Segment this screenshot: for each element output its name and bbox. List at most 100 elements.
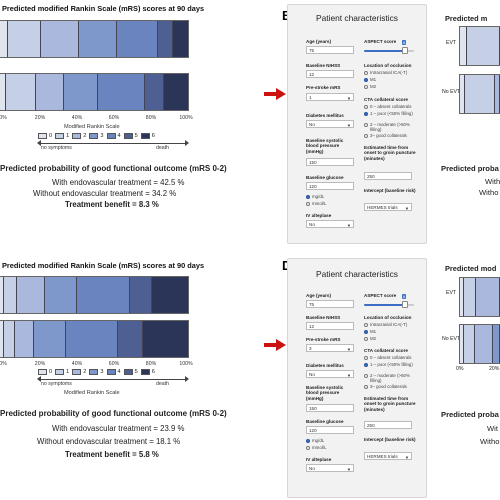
legend-label: 4 bbox=[117, 369, 121, 375]
cta-opt-1[interactable]: 1 – poor (<50% filling) bbox=[364, 362, 414, 367]
legend-swatch bbox=[106, 133, 116, 139]
radio-label: 0 – absent collaterals bbox=[370, 355, 412, 360]
radio-dot bbox=[364, 329, 368, 334]
intercept-select[interactable]: HERMES trials ▼ bbox=[364, 452, 412, 460]
mrs-bar-no-evt bbox=[459, 74, 500, 114]
age-input[interactable]: 75 bbox=[306, 300, 354, 308]
occlusion-ica[interactable]: Intracranial ICA(-T) bbox=[364, 70, 407, 75]
sbp-input[interactable]: 150 bbox=[306, 158, 354, 166]
age-input[interactable]: 75 bbox=[306, 46, 354, 54]
no-evt-label: No EVT bbox=[442, 336, 461, 342]
nihss-label: Baseline NIHSS bbox=[306, 63, 341, 68]
treatment-benefit-text: Treatment benefit = 8.3 % bbox=[65, 200, 159, 209]
slider-handle[interactable] bbox=[402, 47, 408, 54]
aspect-slider[interactable]: 8 bbox=[364, 40, 414, 55]
cta-opt-1[interactable]: 1 – poor (<50% filling) bbox=[364, 111, 414, 116]
without-evt-text: Without endovascular treatment = 34.2 % bbox=[33, 189, 177, 198]
nihss-input[interactable]: 12 bbox=[306, 70, 354, 78]
tick-label: 20% bbox=[34, 361, 46, 367]
aspect-label: ASPECT score bbox=[364, 39, 397, 44]
radio-label: M1 bbox=[370, 77, 377, 82]
legend-swatch bbox=[89, 369, 99, 375]
nihss-label: Baseline NIHSS bbox=[306, 315, 341, 320]
legend-swatch bbox=[38, 369, 47, 375]
cta-opt-0[interactable]: 0 – absent collaterals bbox=[364, 104, 412, 109]
tick-label: 40% bbox=[71, 115, 83, 121]
mrs-segment-0 bbox=[460, 325, 464, 363]
patient-characteristics-panel-d: Patient characteristics Age (years) 75 B… bbox=[287, 258, 427, 498]
glucose-unit-mmol[interactable]: mmol/L bbox=[306, 445, 326, 450]
radio-dot bbox=[364, 122, 368, 127]
mrs-chart-title: Predicted m bbox=[445, 14, 488, 23]
death-label: death bbox=[156, 145, 169, 151]
select-value: HERMES trials bbox=[367, 205, 398, 210]
glucose-input[interactable]: 120 bbox=[306, 426, 354, 434]
radio-dot bbox=[364, 77, 368, 82]
glucose-input[interactable]: 120 bbox=[306, 182, 354, 190]
mrs-segment-1 bbox=[465, 75, 495, 113]
prestroke-mrs-select[interactable]: 3 ▼ bbox=[306, 344, 354, 352]
time-input[interactable]: 250 bbox=[364, 421, 412, 429]
glucose-unit-mgdl[interactable]: mg/dL bbox=[306, 194, 324, 199]
legend-item: 4 bbox=[106, 133, 121, 139]
with-evt-text: With endovascular treatment = 23.9 % bbox=[52, 424, 185, 433]
radio-label: Intracranial ICA(-T) bbox=[370, 70, 408, 75]
sbp-label: Baseline systolic blood pressure (mmHg) bbox=[306, 138, 344, 154]
mrs-segment-5 bbox=[157, 21, 173, 57]
diabetes-select[interactable]: No ▼ bbox=[306, 120, 354, 128]
slider-handle[interactable] bbox=[402, 301, 408, 308]
legend-item: 3 bbox=[89, 369, 104, 375]
age-label: Age (years) bbox=[306, 39, 332, 44]
chevron-down-icon: ▼ bbox=[346, 96, 351, 101]
legend-item: 6 bbox=[140, 133, 155, 139]
radio-dot bbox=[364, 336, 368, 341]
mrs-segment-6 bbox=[172, 21, 188, 57]
legend-swatch bbox=[38, 133, 47, 139]
mrs-segment-2 bbox=[35, 74, 64, 110]
cta-opt-2[interactable]: 2 – moderate (>50% filling) bbox=[364, 373, 414, 383]
chevron-down-icon: ▼ bbox=[346, 467, 351, 472]
occlusion-label: Location of occlusion bbox=[364, 63, 412, 68]
legend-swatch bbox=[55, 133, 65, 139]
select-value: 1 bbox=[309, 95, 312, 100]
occlusion-m1[interactable]: M1 bbox=[364, 77, 376, 82]
sbp-input[interactable]: 150 bbox=[306, 404, 354, 412]
mrs-bar-no-evt bbox=[0, 73, 189, 111]
diabetes-select[interactable]: No ▼ bbox=[306, 370, 354, 378]
occlusion-m2[interactable]: M2 bbox=[364, 84, 376, 89]
iv-alteplase-select[interactable]: No ▼ bbox=[306, 220, 354, 228]
tick-label: 20% bbox=[489, 366, 500, 372]
cta-opt-2[interactable]: 2 – moderate (>50% filling) bbox=[364, 122, 414, 132]
mrs-segment-1 bbox=[3, 321, 16, 357]
legend-swatch bbox=[89, 133, 99, 139]
legend-label: 4 bbox=[117, 133, 121, 139]
radio-dot bbox=[364, 322, 368, 327]
occlusion-m2[interactable]: M2 bbox=[364, 336, 376, 341]
occlusion-m1[interactable]: M1 bbox=[364, 329, 376, 334]
mrs-bar-no-evt bbox=[459, 324, 500, 364]
cta-opt-3[interactable]: 3– good collaterals bbox=[364, 133, 407, 138]
prestroke-mrs-select[interactable]: 1 ▼ bbox=[306, 93, 354, 101]
probability-title: Predicted probability of good functional… bbox=[0, 409, 227, 418]
mrs-segment-5 bbox=[118, 321, 143, 357]
legend-label: 3 bbox=[100, 133, 104, 139]
aspect-label: ASPECT score bbox=[364, 293, 397, 298]
glucose-unit-mgdl[interactable]: mg/dL bbox=[306, 438, 324, 443]
probability-title: Predicted proba bbox=[441, 410, 499, 419]
evt-label: EVT bbox=[446, 290, 457, 296]
mrs-segment-6 bbox=[163, 74, 188, 110]
glucose-unit-mmol[interactable]: mmol/L bbox=[306, 201, 326, 206]
time-input[interactable]: 250 bbox=[364, 172, 412, 180]
legend-title: Modified Rankin Scale bbox=[64, 390, 120, 396]
cta-opt-0[interactable]: 0 – absent collaterals bbox=[364, 355, 412, 360]
nihss-input[interactable]: 12 bbox=[306, 322, 354, 330]
aspect-slider[interactable]: 8 bbox=[364, 294, 414, 309]
mrs-segment-6 bbox=[142, 321, 188, 357]
mrs-segment-4 bbox=[116, 21, 158, 57]
iv-alteplase-select[interactable]: No ▼ bbox=[306, 464, 354, 472]
intercept-select[interactable]: HERMES trials ▼ bbox=[364, 203, 412, 211]
cta-opt-3[interactable]: 3– good collaterals bbox=[364, 384, 407, 389]
mrs-bar-evt bbox=[0, 20, 189, 58]
probability-title: Predicted proba bbox=[441, 164, 499, 173]
occlusion-ica[interactable]: Intracranial ICA(-T) bbox=[364, 322, 407, 327]
